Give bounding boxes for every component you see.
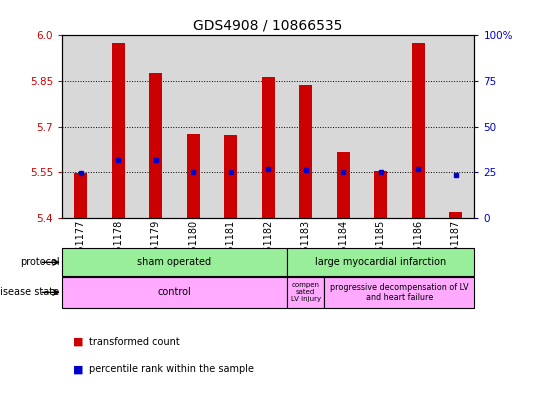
Bar (74, 173, 87, 218)
Text: protocol: protocol (19, 257, 59, 267)
Text: ■: ■ (73, 364, 83, 375)
Bar (261, 77, 275, 218)
Text: compen
sated
LV injury: compen sated LV injury (291, 283, 321, 302)
Text: progressive decompensation of LV
and heart failure: progressive decompensation of LV and hea… (330, 283, 469, 302)
Bar (287, 277, 324, 308)
Bar (336, 152, 350, 218)
Bar (62, 248, 287, 277)
Bar (374, 171, 387, 218)
Bar (224, 135, 237, 218)
Bar (287, 248, 474, 277)
Bar (299, 85, 312, 218)
Bar (149, 73, 162, 218)
Bar (112, 43, 125, 218)
Bar (449, 212, 462, 218)
Text: sham operated: sham operated (137, 257, 211, 267)
Bar (62, 277, 287, 308)
Text: control: control (157, 287, 191, 298)
Text: percentile rank within the sample: percentile rank within the sample (89, 364, 254, 375)
Text: ■: ■ (73, 337, 83, 347)
Title: GDS4908 / 10866535: GDS4908 / 10866535 (194, 19, 343, 33)
Bar (324, 277, 474, 308)
Bar (412, 43, 425, 218)
Bar (186, 134, 200, 218)
Text: disease state: disease state (0, 287, 59, 298)
Text: large myocardial infarction: large myocardial infarction (315, 257, 446, 267)
Text: transformed count: transformed count (89, 337, 179, 347)
